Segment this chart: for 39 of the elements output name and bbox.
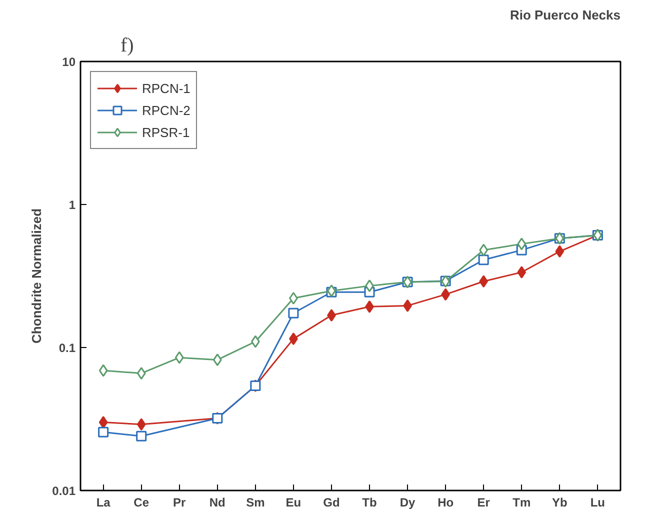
text: f) (120, 34, 134, 56)
point (479, 275, 488, 288)
x-tick-label: Nd (209, 496, 226, 510)
point (517, 238, 526, 250)
x-tick-label: Ce (134, 496, 150, 510)
point (136, 418, 146, 431)
point (288, 308, 299, 318)
chart-title: Rio Puerco Necks (510, 8, 620, 22)
point (478, 254, 489, 266)
point (479, 244, 488, 256)
x-tick-label: Tm (512, 496, 531, 510)
point (98, 364, 108, 377)
x-tick-label: Er (477, 496, 490, 510)
y-tick-label: 0.1 (58, 341, 76, 355)
point (212, 354, 222, 366)
point (174, 351, 184, 364)
y-tick-label: 0.01 (52, 484, 76, 498)
point (136, 430, 147, 442)
point (517, 266, 526, 278)
point (289, 292, 298, 304)
x-tick-label: Sm (246, 496, 265, 510)
x-tick-label: Tb (362, 496, 377, 510)
legend-label: RPCN-2 (142, 102, 190, 118)
legend-label: RPCN-1 (142, 80, 190, 96)
point (136, 367, 146, 380)
y-tick-label: 10 (62, 55, 76, 69)
point (98, 426, 109, 438)
y-tick-label: 1 (68, 198, 76, 212)
point (555, 245, 564, 258)
x-tick-label: Dy (400, 496, 416, 510)
x-tick-label: La (96, 496, 111, 510)
x-tick-label: Ho (438, 496, 454, 510)
x-tick-label: Gd (323, 496, 340, 510)
x-tick-label: Yb (552, 496, 568, 510)
y-axis-title: Chondrite Normalized (29, 208, 44, 344)
x-tick-label: Eu (286, 496, 302, 510)
x-tick-label: Lu (590, 496, 606, 510)
legend-label: RPSR-1 (142, 124, 190, 140)
x-tick-label: Pr (173, 496, 186, 510)
